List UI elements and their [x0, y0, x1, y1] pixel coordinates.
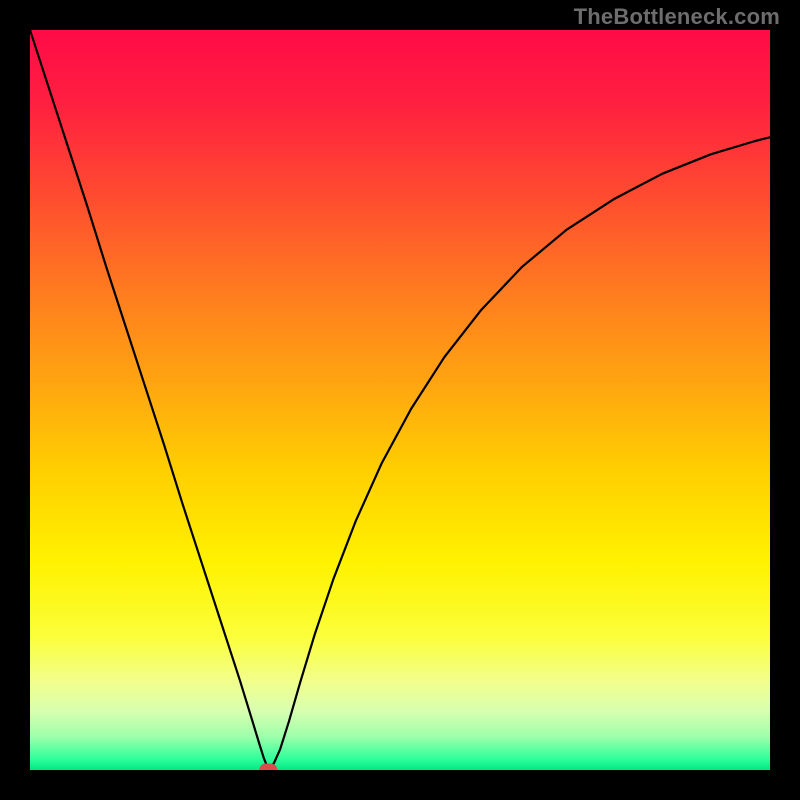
chart-root: TheBottleneck.com: [0, 0, 800, 800]
bottleneck-plot: [30, 30, 770, 770]
optimal-point-marker: [260, 764, 277, 770]
plot-background: [30, 30, 770, 770]
watermark-text: TheBottleneck.com: [574, 4, 780, 30]
